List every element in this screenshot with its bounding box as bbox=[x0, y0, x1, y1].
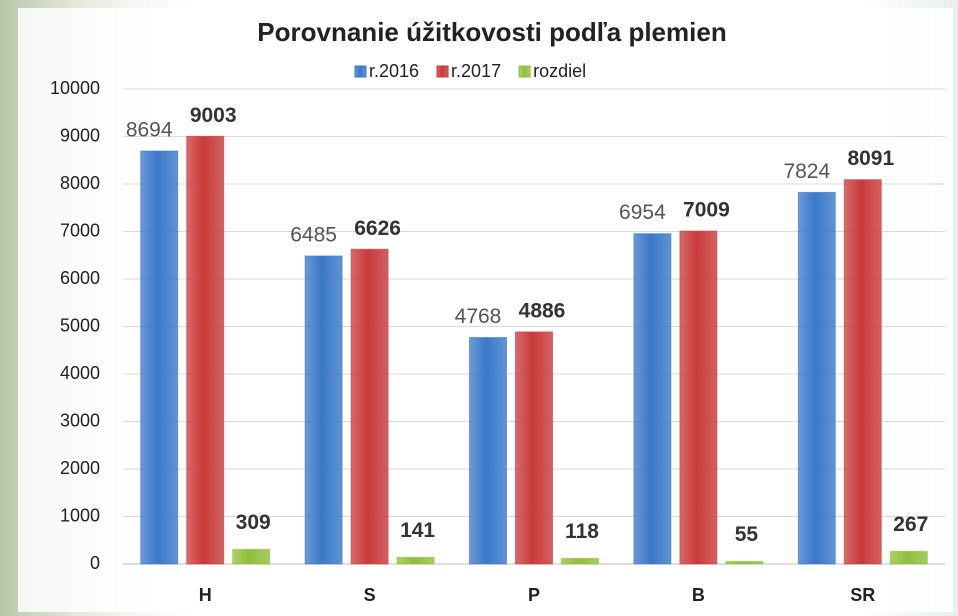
legend-swatch bbox=[518, 65, 531, 78]
y-tick-label: 7000 bbox=[60, 220, 100, 240]
y-tick-label: 3000 bbox=[60, 410, 100, 430]
y-tick-label: 10000 bbox=[50, 78, 100, 98]
value-label: 309 bbox=[236, 511, 271, 534]
legend-label: rozdiel bbox=[533, 61, 586, 81]
bar bbox=[561, 557, 599, 565]
value-label: 4768 bbox=[455, 305, 502, 328]
bar bbox=[232, 548, 271, 565]
value-label: 8694 bbox=[126, 119, 173, 142]
legend-label: r.2016 bbox=[369, 61, 419, 81]
value-label: 7009 bbox=[683, 199, 730, 222]
value-label: 6954 bbox=[619, 201, 666, 224]
bar bbox=[633, 233, 672, 565]
y-tick-label: 4000 bbox=[60, 363, 100, 383]
bar bbox=[889, 550, 928, 565]
x-tick-label: SR bbox=[850, 585, 875, 605]
bar bbox=[725, 560, 764, 565]
legend-label: r.2017 bbox=[451, 61, 501, 81]
bar bbox=[843, 179, 882, 565]
value-label: 6626 bbox=[354, 217, 401, 240]
y-tick-label: 5000 bbox=[60, 315, 100, 335]
bar bbox=[396, 556, 435, 565]
value-label: 141 bbox=[400, 519, 435, 542]
legend-swatch bbox=[354, 65, 367, 78]
bar bbox=[350, 248, 389, 565]
x-tick-label: B bbox=[692, 585, 705, 605]
value-label: 4886 bbox=[519, 299, 566, 322]
y-tick-label: 0 bbox=[90, 553, 100, 573]
bar bbox=[469, 337, 507, 565]
y-tick-label: 1000 bbox=[60, 505, 100, 525]
value-label: 9003 bbox=[190, 104, 237, 127]
bar bbox=[304, 255, 343, 565]
value-label: 267 bbox=[893, 513, 928, 536]
y-tick-label: 6000 bbox=[60, 268, 100, 288]
x-tick-label: P bbox=[528, 585, 540, 605]
value-label: 8091 bbox=[847, 147, 894, 170]
bar bbox=[186, 135, 225, 565]
bar bbox=[797, 191, 836, 565]
y-tick-label: 2000 bbox=[60, 458, 100, 478]
y-tick-label: 9000 bbox=[60, 125, 100, 145]
legend-swatch bbox=[436, 65, 449, 78]
x-tick-label: H bbox=[199, 585, 212, 605]
value-label: 118 bbox=[565, 520, 599, 543]
chart-title: Porovnanie úžitkovosti podľa plemien bbox=[257, 17, 726, 47]
value-label: 55 bbox=[735, 523, 759, 546]
bar bbox=[140, 150, 179, 565]
bar bbox=[679, 230, 718, 565]
x-tick-label: S bbox=[364, 585, 376, 605]
y-tick-label: 8000 bbox=[60, 173, 100, 193]
bar bbox=[515, 331, 553, 565]
value-label: 6485 bbox=[290, 224, 337, 247]
value-label: 7824 bbox=[783, 160, 830, 183]
